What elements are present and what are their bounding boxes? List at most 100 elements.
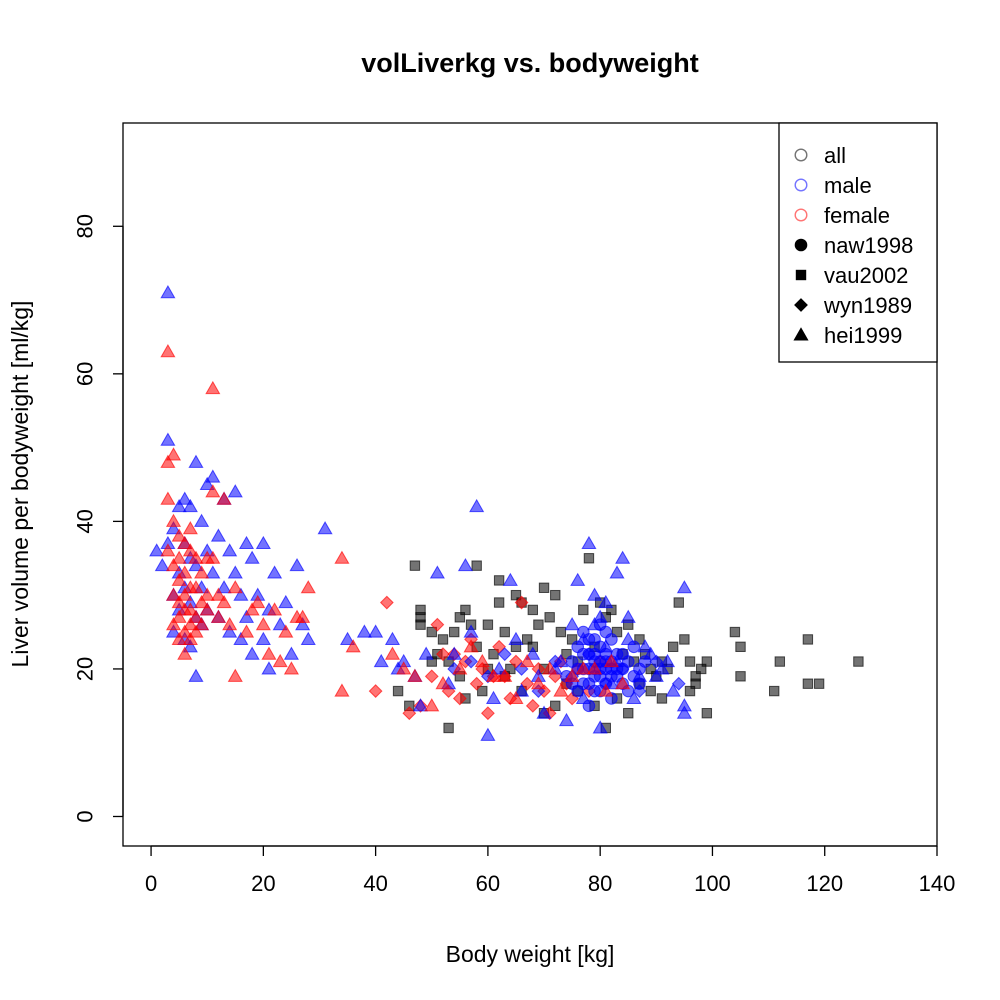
data-point-male-hei1999 bbox=[205, 565, 221, 579]
legend-label-wyn1989: wyn1989 bbox=[823, 293, 912, 318]
data-point-male-hei1999 bbox=[317, 521, 333, 535]
data-point-male-hei1999 bbox=[300, 631, 316, 645]
chart-title: volLiverkg vs. bodyweight bbox=[361, 48, 699, 78]
data-point-male-hei1999 bbox=[238, 535, 255, 550]
data-point-male-hei1999 bbox=[188, 454, 204, 468]
legend-marker-wyn1989 bbox=[794, 298, 808, 312]
x-tick-label: 80 bbox=[588, 871, 612, 896]
data-point-male-hei1999 bbox=[216, 580, 232, 594]
data-point-all-vau2002 bbox=[409, 560, 421, 571]
legend-label-naw1998: naw1998 bbox=[824, 233, 913, 258]
legend-marker-male bbox=[794, 178, 808, 192]
data-point-male-hei1999 bbox=[615, 550, 631, 564]
data-point-male-hei1999 bbox=[278, 594, 294, 609]
data-point-female-hei1999 bbox=[171, 528, 187, 542]
data-point-female-hei1999 bbox=[278, 624, 294, 638]
data-point-male-hei1999 bbox=[199, 476, 215, 491]
legend-label-female: female bbox=[824, 203, 890, 228]
data-point-all-vau2002 bbox=[460, 604, 471, 616]
data-point-female-hei1999 bbox=[255, 616, 271, 631]
data-point-male-hei1999 bbox=[620, 631, 636, 645]
data-point-female-hei1999 bbox=[474, 653, 490, 668]
data-point-female-wyn1989 bbox=[436, 647, 450, 662]
data-point-female-hei1999 bbox=[227, 580, 243, 594]
data-point-all-vau2002 bbox=[701, 656, 713, 667]
data-point-female-hei1999 bbox=[295, 609, 311, 623]
data-point-male-hei1999 bbox=[626, 690, 642, 704]
data-point-male-hei1999 bbox=[295, 616, 311, 631]
data-point-male-hei1999 bbox=[238, 609, 255, 623]
data-point-all-vau2002 bbox=[454, 612, 466, 623]
data-point-all-vau2002 bbox=[729, 626, 741, 638]
data-point-all-vau2002 bbox=[701, 708, 713, 719]
data-point-all-vau2002 bbox=[679, 634, 690, 645]
data-point-male-hei1999 bbox=[182, 639, 198, 653]
data-point-male-hei1999 bbox=[485, 690, 502, 704]
data-point-male-hei1999 bbox=[643, 646, 659, 660]
data-point-female-hei1999 bbox=[519, 653, 535, 668]
data-point-female-hei1999 bbox=[188, 624, 204, 638]
data-point-female-hei1999 bbox=[165, 587, 182, 601]
data-point-female-hei1999 bbox=[485, 668, 502, 682]
data-point-male-hei1999 bbox=[676, 705, 692, 719]
data-point-all-vau2002 bbox=[623, 708, 634, 719]
legend-label-vau2002: vau2002 bbox=[824, 263, 908, 288]
data-point-female-hei1999 bbox=[194, 616, 210, 631]
data-point-male-hei1999 bbox=[508, 631, 524, 645]
data-point-female-hei1999 bbox=[210, 609, 226, 623]
data-point-male-hei1999 bbox=[586, 616, 603, 631]
data-point-female-hei1999 bbox=[238, 624, 255, 638]
data-point-female-hei1999 bbox=[334, 550, 350, 564]
data-point-male-hei1999 bbox=[205, 469, 221, 483]
data-point-female-hei1999 bbox=[300, 580, 316, 594]
data-point-male-hei1999 bbox=[570, 572, 586, 586]
data-point-female-hei1999 bbox=[177, 535, 193, 550]
data-point-female-hei1999 bbox=[188, 609, 204, 623]
data-point-female-hei1999 bbox=[267, 602, 283, 616]
data-point-female-hei1999 bbox=[497, 668, 513, 682]
x-tick-label: 100 bbox=[694, 871, 731, 896]
data-point-male-hei1999 bbox=[356, 624, 372, 638]
data-point-male-hei1999 bbox=[581, 535, 597, 550]
data-point-male-naw1998 bbox=[577, 647, 590, 661]
data-point-female-hei1999 bbox=[396, 661, 412, 675]
data-point-all-vau2002 bbox=[802, 678, 814, 689]
data-point-all-vau2002 bbox=[696, 663, 707, 675]
data-point-female-hei1999 bbox=[205, 550, 221, 564]
data-point-male-hei1999 bbox=[514, 683, 530, 697]
data-point-female-hei1999 bbox=[177, 624, 193, 638]
data-point-all-vau2002 bbox=[735, 641, 746, 653]
data-point-all-vau2002 bbox=[802, 634, 814, 645]
data-point-male-hei1999 bbox=[480, 727, 496, 741]
data-point-female-hei1999 bbox=[165, 616, 182, 631]
data-point-female-hei1999 bbox=[250, 594, 266, 609]
data-point-male-hei1999 bbox=[446, 646, 462, 660]
data-point-all-vau2002 bbox=[769, 685, 780, 697]
data-point-male-hei1999 bbox=[592, 720, 608, 734]
data-point-male-hei1999 bbox=[182, 498, 198, 513]
data-point-female-hei1999 bbox=[452, 661, 468, 675]
data-point-male-hei1999 bbox=[222, 543, 238, 557]
data-point-male-naw1998 bbox=[599, 625, 613, 639]
data-point-female-hei1999 bbox=[553, 683, 569, 697]
data-point-male-hei1999 bbox=[502, 572, 518, 586]
data-point-all-vau2002 bbox=[673, 597, 684, 608]
data-point-female-hei1999 bbox=[188, 550, 204, 564]
data-point-all-vau2002 bbox=[493, 597, 505, 608]
data-point-female-hei1999 bbox=[603, 653, 619, 668]
data-point-female-hei1999 bbox=[424, 698, 440, 712]
data-point-female-hei1999 bbox=[171, 572, 187, 586]
data-point-female-wyn1989 bbox=[514, 595, 529, 610]
data-point-male-wyn1989 bbox=[497, 647, 512, 662]
y-tick-label: 60 bbox=[73, 362, 98, 386]
data-point-male-hei1999 bbox=[654, 661, 670, 675]
data-point-male-hei1999 bbox=[261, 661, 277, 675]
data-point-female-wyn1989 bbox=[430, 617, 445, 632]
data-point-female-hei1999 bbox=[272, 653, 288, 668]
data-point-all-vau2002 bbox=[656, 693, 668, 704]
data-point-male-hei1999 bbox=[676, 580, 692, 594]
y-tick-label: 0 bbox=[73, 810, 98, 822]
data-point-male-hei1999 bbox=[255, 631, 271, 645]
data-point-male-hei1999 bbox=[272, 616, 288, 631]
data-point-female-hei1999 bbox=[205, 484, 221, 498]
